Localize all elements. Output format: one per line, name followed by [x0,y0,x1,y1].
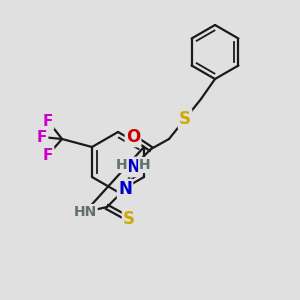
Text: S: S [123,210,135,228]
Text: N: N [118,180,132,198]
Text: F: F [43,148,53,163]
Text: S: S [179,110,191,128]
Text: N: N [126,158,140,176]
Text: HN: HN [74,205,97,219]
Text: H: H [116,158,128,172]
Text: O: O [126,128,140,146]
Text: H: H [139,158,151,172]
Text: F: F [37,130,47,145]
Text: F: F [43,113,53,128]
